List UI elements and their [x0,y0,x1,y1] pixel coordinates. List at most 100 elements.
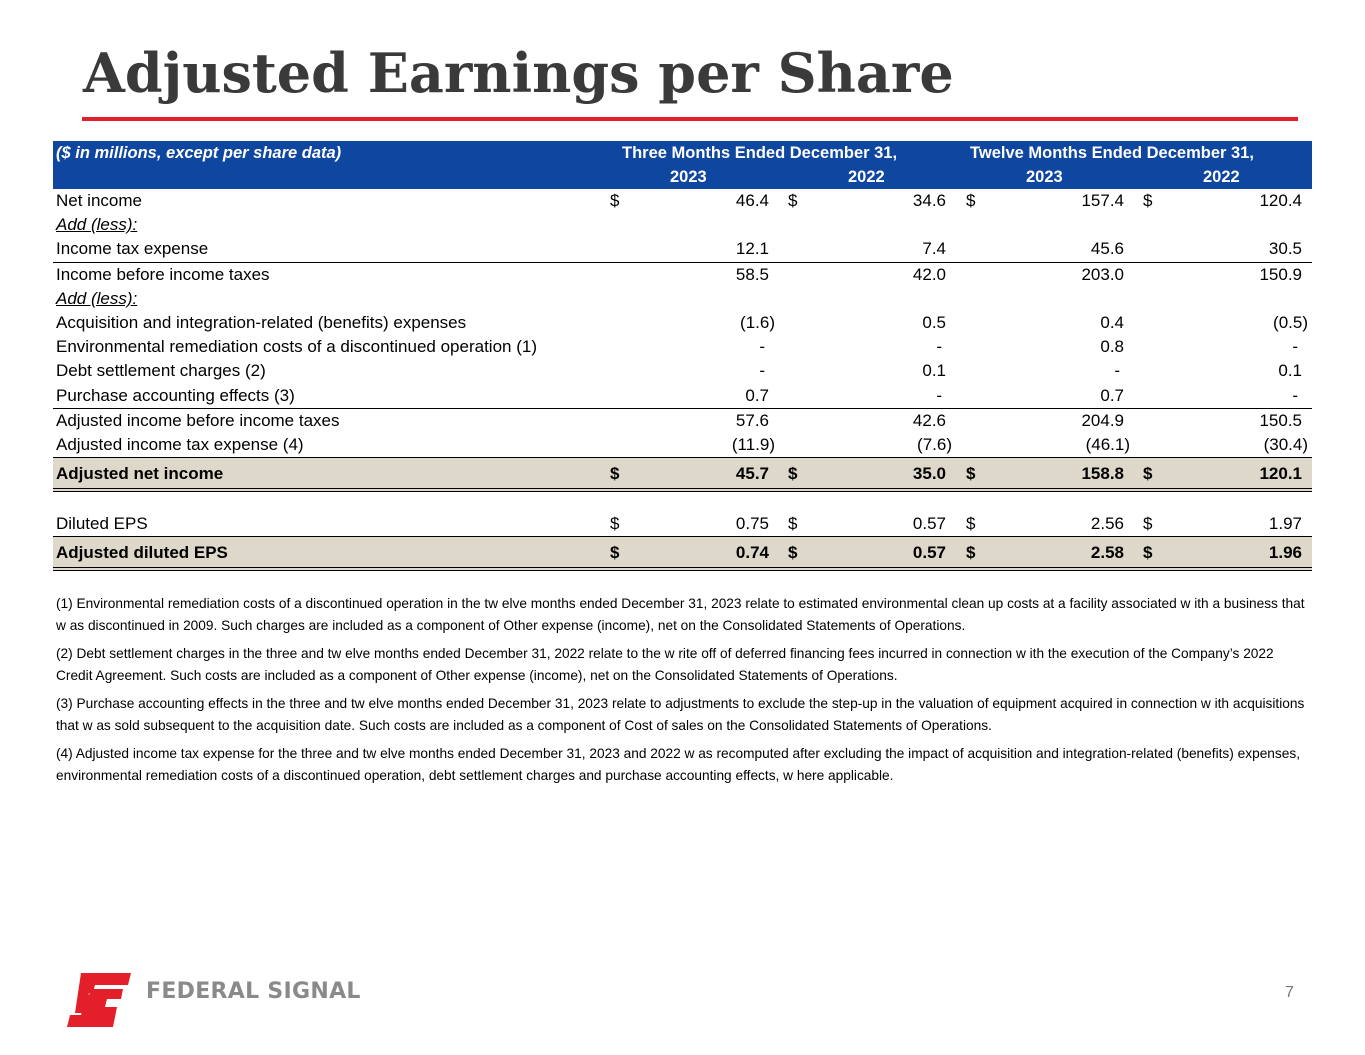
cell-value: 45.6 [1090,239,1124,259]
header-group-twelve-months: Twelve Months Ended December 31, [970,144,1254,162]
table-row: Income before income taxes 58.5 42.0 203.0 1… [53,263,1312,287]
cell-value: - [759,361,765,381]
cell-value: - [1114,361,1120,381]
cell-value: 35.0 [912,464,946,484]
row-label: Net income [56,191,142,210]
currency-symbol: $ [610,543,620,563]
cell-value: 42.6 [912,410,946,430]
table-row: Add (less): [53,287,1312,311]
table-row: Add (less): [53,213,1312,237]
currency-symbol: $ [966,191,976,210]
currency-symbol: $ [966,543,976,563]
cell-value: - [759,337,765,357]
cell-value: - [1292,385,1298,405]
header-year: 2023 [1026,168,1063,186]
table-total-row: Adjusted net income $45.7 $35.0 $158.8 $120.… [53,457,1312,493]
page-number: 7 [1285,984,1294,1001]
currency-symbol: $ [610,464,620,484]
table-row: Adjusted income before income taxes 57.6 4… [53,409,1312,433]
cell-value: 45.7 [735,464,769,484]
cell-value: 2.56 [1090,514,1124,534]
cell-value: (1.6) [740,312,775,332]
cell-value: 7.4 [922,239,946,259]
cell-value: 0.5 [922,312,946,332]
cell-value: 2.58 [1090,543,1124,563]
cell-value: 1.97 [1268,514,1302,534]
cell-value: (46.1) [1085,434,1130,454]
cell-value: - [936,337,942,357]
cell-value: 158.8 [1081,464,1124,484]
cell-value: 34.6 [912,191,946,210]
header-label: ($ in millions, except per share data) [56,144,342,162]
cell-value: (11.9) [731,434,775,454]
cell-value: 0.75 [735,514,769,534]
cell-value: 120.1 [1259,464,1302,484]
table-row: Adjusted income tax expense (4) (11.9) (7.… [53,433,1312,457]
table-header: ($ in millions, except per share data) T… [53,141,1312,189]
table-row: Environmental remediation costs of a dis… [53,335,1312,359]
currency-symbol: $ [1143,514,1153,534]
cell-value: 58.5 [735,264,769,284]
footnote: (3) Purchase accounting effects in the t… [56,696,1305,733]
row-label: Acquisition and integration-related (ben… [56,312,467,332]
table-row: Acquisition and integration-related (ben… [53,311,1312,335]
header-group-three-months: Three Months Ended December 31, [622,144,898,162]
cell-value: 0.1 [922,361,946,381]
table-row: Debt settlement charges (2) - 0.1 - 0.1 [53,359,1312,383]
title-rule [82,117,1298,121]
section-label: Add (less): [56,288,138,308]
cell-value: 0.7 [745,385,769,405]
row-label: Debt settlement charges (2) [56,361,266,381]
cell-value: 157.4 [1081,191,1124,210]
currency-symbol: $ [1143,543,1153,563]
currency-symbol: $ [610,191,620,210]
row-label: Adjusted diluted EPS [56,543,228,563]
table-row: Purchase accounting effects (3) 0.7 - 0.7 - [53,384,1312,409]
currency-symbol: $ [1143,191,1153,210]
logo-text: FEDERAL SIGNAL [146,979,361,1004]
cell-value: 0.4 [1100,312,1124,332]
cell-value: 150.9 [1259,264,1302,284]
row-label: Environmental remediation costs of a dis… [56,337,537,357]
cell-value: 120.4 [1259,191,1302,210]
federal-signal-logo-icon [67,973,131,1027]
earnings-table: ($ in millions, except per share data) T… [53,141,1312,572]
cell-value: 0.1 [1278,361,1302,381]
cell-value: - [936,385,942,405]
row-label: Diluted EPS [56,514,148,534]
footnote: (4) Adjusted income tax expense for the … [56,746,1301,783]
cell-value: 0.57 [912,543,946,563]
cell-value: 204.9 [1081,410,1124,430]
table-body: Net income $46.4 $34.6 $157.4 $120.4 Add (les… [53,189,1312,572]
row-label: Adjusted income tax expense (4) [56,434,304,454]
cell-value: 57.6 [735,410,769,430]
currency-symbol: $ [788,543,798,563]
table-row: Diluted EPS $0.75 $0.57 $2.56 $1.97 [53,512,1312,536]
table-spacer [53,492,1312,512]
footnote: (2) Debt settlement charges in the three… [56,646,1274,683]
cell-value: (0.5) [1273,312,1308,332]
section-label: Add (less): [56,215,138,235]
currency-symbol: $ [966,464,976,484]
cell-value: 30.5 [1268,239,1302,259]
cell-value: 46.4 [735,191,769,210]
currency-symbol: $ [610,514,620,534]
header-year: 2023 [670,168,707,186]
row-label: Income before income taxes [56,264,270,284]
currency-symbol: $ [788,514,798,534]
cell-value: 42.0 [912,264,946,284]
table-total-row: Adjusted diluted EPS $0.74 $0.57 $2.58 $1.96 [53,536,1312,572]
cell-value: 0.7 [1100,385,1124,405]
footnote: (1) Environmental remediation costs of a… [56,596,1305,633]
currency-symbol: $ [788,191,798,210]
page-title: Adjusted Earnings per Share [83,41,954,105]
cell-value: 203.0 [1081,264,1124,284]
row-label: Adjusted net income [56,464,224,484]
table-row: Income tax expense 12.1 7.4 45.6 30.5 [53,237,1312,263]
cell-value: 0.57 [912,514,946,534]
cell-value: 1.96 [1268,543,1302,563]
cell-value: (30.4) [1263,434,1308,454]
cell-value: 0.74 [735,543,769,563]
row-label: Purchase accounting effects (3) [56,385,295,405]
currency-symbol: $ [966,514,976,534]
